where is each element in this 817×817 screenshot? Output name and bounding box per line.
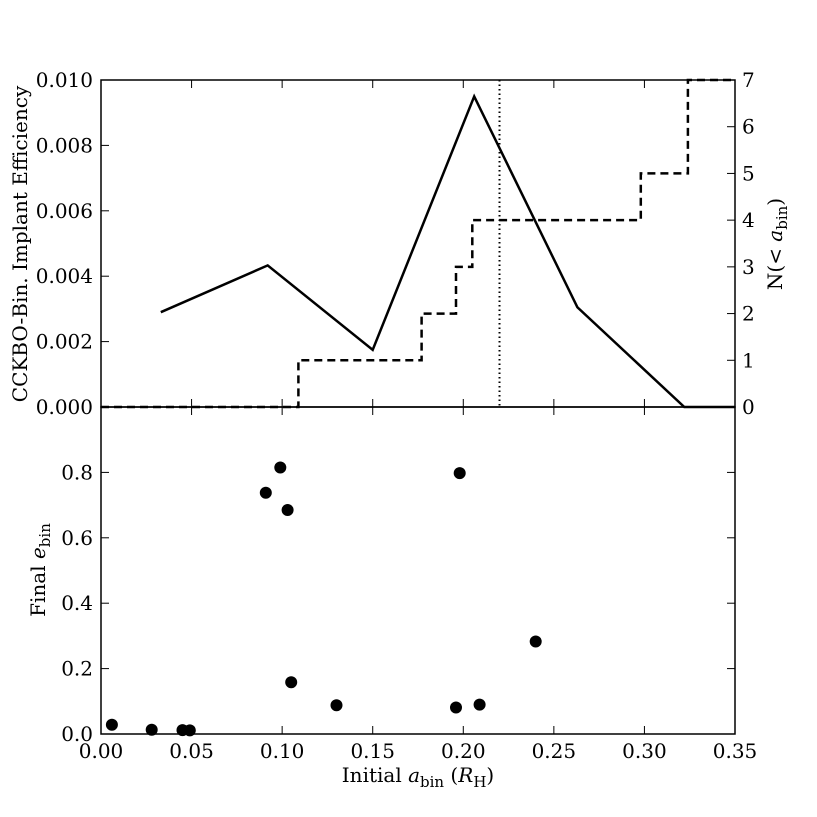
top-right-y-tick-label: 7 (742, 68, 755, 92)
scatter-point (450, 701, 462, 714)
scatter-point (529, 635, 542, 648)
bottom-y-tick-label: 0.0 (61, 722, 93, 746)
bottom-y-tick-label: 0.6 (61, 526, 93, 550)
bottom-y-tick-label: 0.4 (61, 591, 93, 615)
scatter-point (281, 504, 294, 516)
top-panel-ticks: 0.000 0.002 0.004 0.006 0.008 0.010 0 1 2 3 4 5 6 7 (36, 68, 755, 419)
bottom-panel: 0.0 0.2 0.4 0.6 0.8 0.00 0.05 0.10 0.15 0.20 0.25 0… (26, 406, 757, 791)
scatter-point (105, 718, 118, 731)
top-right-y-tick-label: 0 (742, 395, 755, 419)
x-tick-label: 0.35 (713, 739, 758, 763)
top-right-y-axis-label: N(< abin) (763, 198, 791, 290)
top-right-y-tick-label: 3 (742, 255, 755, 279)
bottom-y-tick-label: 0.8 (61, 460, 93, 484)
x-axis-label: Initial abin (RH) (342, 763, 494, 791)
top-panel: 0.000 0.002 0.004 0.006 0.008 0.010 0 1 2 3 4 5 6 7 C… (8, 68, 791, 419)
top-right-y-tick-label: 4 (742, 208, 755, 232)
top-panel-frame (100, 79, 736, 408)
cumulative-count-step-line (101, 78, 735, 409)
scatter-point (274, 461, 287, 474)
top-right-y-tick-label: 6 (742, 115, 755, 139)
top-left-y-tick-label: 0.002 (36, 330, 93, 354)
top-left-y-tick-label: 0.008 (36, 133, 93, 157)
top-right-y-tick-label: 5 (742, 161, 755, 185)
bottom-panel-points (105, 461, 542, 737)
x-tick-label: 0.10 (260, 739, 305, 763)
scatter-point (453, 467, 466, 480)
x-tick-label: 0.30 (622, 739, 667, 763)
x-tick-label: 0.20 (441, 739, 486, 763)
x-tick-label: 0.05 (169, 739, 214, 763)
bottom-y-tick-label: 0.2 (61, 657, 93, 681)
efficiency-line (160, 93, 735, 409)
top-left-y-tick-label: 0.006 (36, 199, 93, 223)
x-tick-label: 0.15 (350, 739, 395, 763)
top-right-y-tick-label: 2 (742, 302, 755, 326)
scatter-point (285, 676, 298, 689)
top-left-y-tick-label: 0.010 (36, 68, 93, 92)
scatter-point (259, 486, 272, 499)
x-tick-label: 0.00 (79, 739, 124, 763)
bottom-panel-ticks: 0.0 0.2 0.4 0.6 0.8 0.00 0.05 0.10 0.15 0.20 0.25 0… (61, 407, 757, 763)
scatter-point (330, 699, 343, 712)
top-left-y-tick-label: 0.000 (36, 395, 93, 419)
bottom-y-axis-label: Final ebin (26, 523, 54, 617)
top-y-axis-label: CCKBO-Bin. Implant Efficiency (8, 85, 32, 402)
top-right-y-tick-label: 1 (742, 348, 755, 372)
scatter-point (145, 723, 158, 736)
top-panel-lines (101, 78, 735, 409)
x-tick-label: 0.25 (532, 739, 577, 763)
scatter-point (473, 698, 486, 711)
top-left-y-tick-label: 0.004 (36, 264, 93, 288)
bottom-panel-frame (100, 406, 736, 735)
